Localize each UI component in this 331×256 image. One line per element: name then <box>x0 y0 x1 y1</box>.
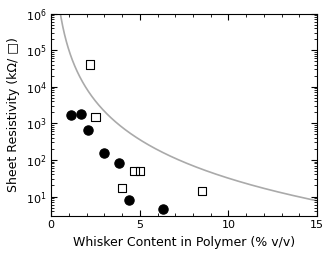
Point <box>199 189 205 193</box>
Point <box>119 186 125 190</box>
Y-axis label: Sheet Resistivity (kΩ/ □): Sheet Resistivity (kΩ/ □) <box>7 37 20 192</box>
Point <box>79 112 84 116</box>
Point <box>116 162 121 166</box>
X-axis label: Whisker Content in Polymer (% v/v): Whisker Content in Polymer (% v/v) <box>73 236 295 249</box>
Point <box>68 113 73 117</box>
Point <box>86 128 91 132</box>
Point <box>93 115 98 119</box>
Point <box>126 198 132 202</box>
Point <box>160 207 166 211</box>
Point <box>132 169 137 173</box>
Point <box>137 169 142 173</box>
Point <box>102 151 107 155</box>
Point <box>87 63 93 67</box>
